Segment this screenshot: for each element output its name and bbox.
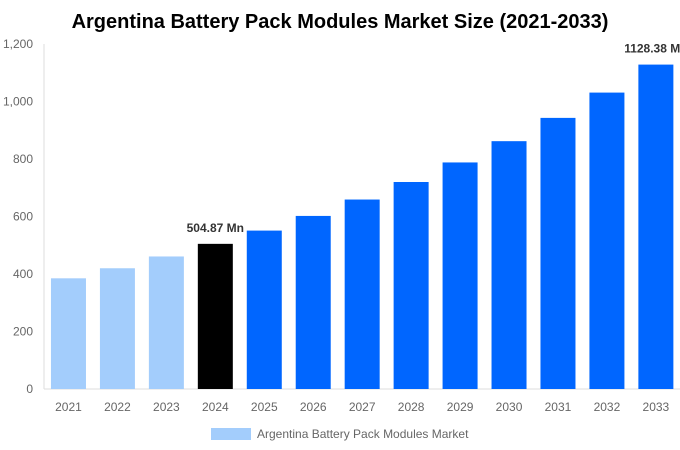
x-tick-label: 2029 [447, 400, 474, 414]
y-tick-label: 600 [13, 210, 33, 224]
bar-2022 [99, 268, 135, 389]
y-tick-label: 0 [26, 382, 33, 396]
data-label: 1128.38 Mn [624, 42, 680, 56]
y-tick-label: 800 [13, 152, 33, 166]
bar-2028 [393, 182, 429, 389]
y-tick-label: 1,200 [3, 37, 33, 51]
x-tick-label: 2030 [496, 400, 523, 414]
data-label: 504.87 Mn [187, 221, 244, 235]
bar-2023 [148, 256, 184, 389]
x-tick-label: 2032 [594, 400, 621, 414]
chart-title: Argentina Battery Pack Modules Market Si… [72, 11, 609, 33]
y-tick-label: 1,000 [3, 95, 33, 109]
x-tick-label: 2033 [643, 400, 670, 414]
x-tick-label: 2023 [153, 400, 180, 414]
bar-2029 [442, 162, 478, 389]
x-tick-label: 2027 [349, 400, 376, 414]
x-tick-label: 2031 [545, 400, 572, 414]
bar-2021 [50, 278, 86, 389]
x-tick-label: 2021 [55, 400, 82, 414]
legend-swatch [211, 428, 251, 440]
bar-2032 [589, 92, 625, 390]
bar-2031 [540, 117, 576, 389]
x-tick-label: 2024 [202, 400, 229, 414]
bar-2027 [344, 199, 380, 389]
x-tick-label: 2025 [251, 400, 278, 414]
x-tick-label: 2028 [398, 400, 425, 414]
y-tick-label: 400 [13, 267, 33, 281]
bar-2033 [638, 64, 674, 389]
y-tick-label: 200 [13, 325, 33, 339]
bar-2024 [197, 243, 233, 389]
bar-2030 [491, 141, 527, 389]
bar-2025 [246, 230, 282, 389]
legend: Argentina Battery Pack Modules Market [211, 427, 469, 441]
bar-2026 [295, 215, 331, 389]
x-tick-label: 2026 [300, 400, 327, 414]
x-tick-label: 2022 [104, 400, 131, 414]
legend-label: Argentina Battery Pack Modules Market [257, 427, 469, 441]
